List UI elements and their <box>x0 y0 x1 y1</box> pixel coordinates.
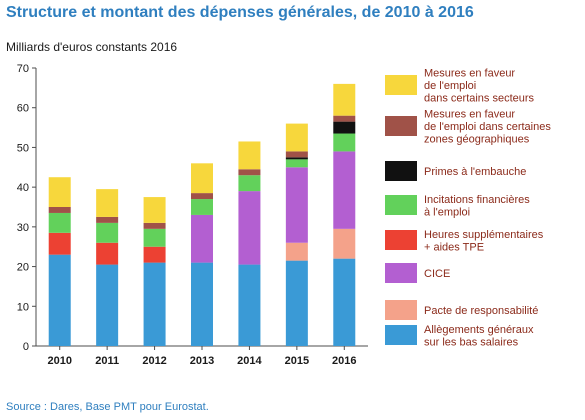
legend-swatch <box>385 161 417 181</box>
bar-segment <box>96 222 119 243</box>
x-tick-label: 2013 <box>190 355 214 367</box>
bar-segment <box>143 228 166 247</box>
bar-segment <box>333 115 356 122</box>
bar-segment <box>96 264 119 346</box>
bar-segment <box>96 216 119 223</box>
bar-segment <box>238 264 261 346</box>
legend-label: Primes à l'embauche <box>424 166 526 178</box>
bar-segment <box>48 254 71 346</box>
legend-swatch <box>385 75 417 95</box>
legend-swatch <box>385 230 417 250</box>
x-tick-label: 2011 <box>95 355 119 367</box>
x-tick-label: 2014 <box>237 355 262 367</box>
y-tick-label: 60 <box>17 103 29 115</box>
bar-segment <box>143 197 166 223</box>
y-tick-label: 50 <box>17 142 29 154</box>
bar-segment <box>333 83 356 116</box>
legend-label: Mesures en faveur <box>424 109 515 121</box>
legend-swatch <box>385 263 417 283</box>
legend-label: de l'emploi dans certaines <box>424 121 551 133</box>
bars <box>48 83 356 346</box>
bar-segment <box>143 246 166 263</box>
bar-segment <box>191 262 213 346</box>
legend-swatch <box>385 300 417 320</box>
bar-segment <box>333 258 356 346</box>
y-tick-label: 10 <box>17 301 29 313</box>
axes: 0 10 20 30 40 50 60 70 2010 2011 2012 2013 2014 2015 2… <box>17 63 368 367</box>
y-tick-label: 20 <box>17 262 29 274</box>
legend-label: dans certains secteurs <box>424 93 535 105</box>
bar-segment <box>285 159 308 168</box>
bar-segment <box>333 228 356 259</box>
legend-label: Incitations financières <box>424 194 530 206</box>
bar-segment <box>285 167 308 243</box>
bar-segment <box>285 151 308 158</box>
bar-segment <box>285 157 308 160</box>
legend-label: Heures supplémentaires <box>424 229 544 241</box>
bar-segment <box>285 242 308 261</box>
bar-segment <box>48 207 71 213</box>
legend-label: de l'emploi <box>424 80 476 92</box>
legend-label: à l'emploi <box>424 206 470 218</box>
bar-segment <box>143 262 166 346</box>
y-unit-label: Milliards d'euros constants 2016 <box>6 40 178 54</box>
bar-segment <box>333 133 356 152</box>
legend-label: Pacte de responsabilité <box>424 305 538 317</box>
legend-label: CICE <box>424 268 450 280</box>
x-tick-label: 2012 <box>142 355 166 367</box>
bar-segment <box>48 232 71 255</box>
y-tick-label: 30 <box>17 222 29 234</box>
bar-segment <box>48 177 71 207</box>
bar-segment <box>238 169 261 176</box>
bar-segment <box>191 199 213 215</box>
legend-label: zones géographiques <box>424 134 530 146</box>
bar-segment <box>191 214 213 263</box>
legend-swatch <box>385 325 417 345</box>
legend-label: Mesures en faveur <box>424 68 515 80</box>
y-tick-label: 40 <box>17 182 29 194</box>
legend-label: + aides TPE <box>424 241 484 253</box>
legend-swatch <box>385 116 417 136</box>
source-note: Source : Dares, Base PMT pour Eurostat. <box>6 401 209 413</box>
bar-segment <box>333 151 356 229</box>
bar-segment <box>238 191 261 265</box>
x-tick-label: 2010 <box>47 355 71 367</box>
bar-segment <box>96 242 119 265</box>
legend-label: Allègements généraux <box>424 324 534 336</box>
x-tick-label: 2016 <box>332 355 356 367</box>
bar-segment <box>48 212 71 233</box>
bar-segment <box>333 121 356 134</box>
legend-swatch <box>385 195 417 215</box>
bar-segment <box>285 260 308 346</box>
legend-label: sur les bas salaires <box>424 336 519 348</box>
x-tick-label: 2015 <box>285 355 309 367</box>
bar-segment <box>191 193 213 200</box>
bar-segment <box>191 163 213 194</box>
bar-segment <box>285 123 308 152</box>
y-tick-label: 0 <box>23 341 29 353</box>
bar-segment <box>238 175 261 192</box>
page-title: Structure et montant des dépenses généra… <box>6 4 474 21</box>
bar-segment <box>238 141 261 170</box>
bar-segment <box>143 222 166 229</box>
bar-segment <box>96 189 119 217</box>
y-tick-label: 70 <box>17 63 29 75</box>
